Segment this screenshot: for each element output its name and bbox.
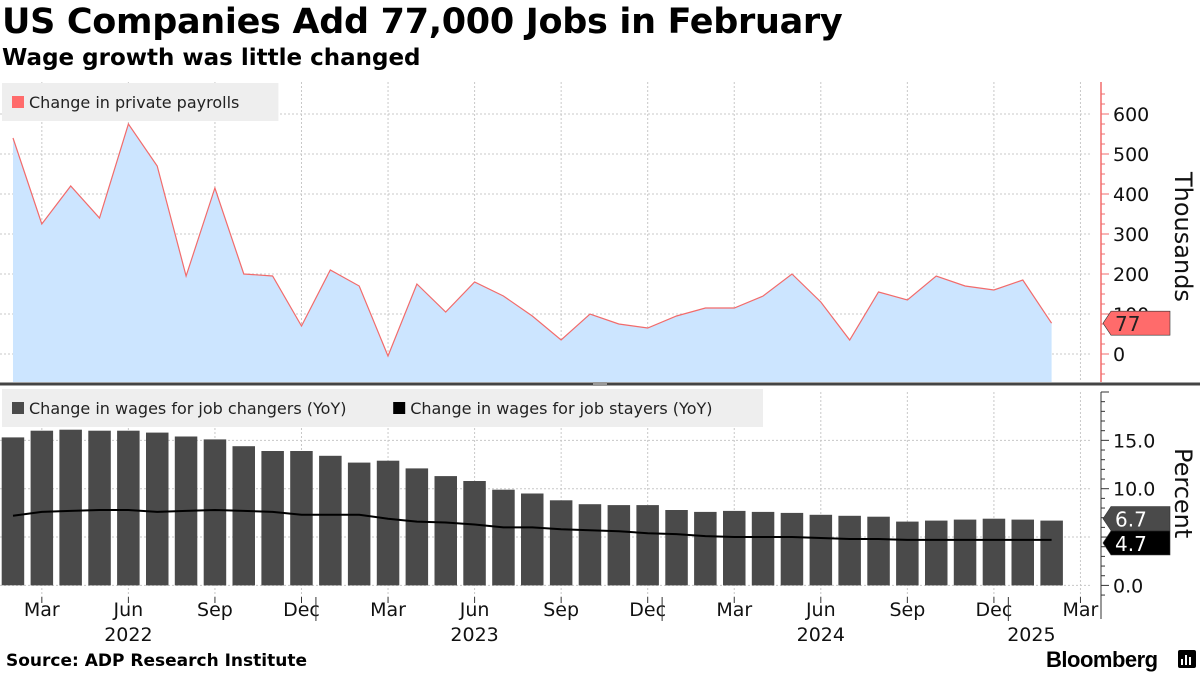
chart-subtitle: Wage growth was little changed: [2, 45, 421, 71]
changers-last-value-label: 6.7: [1115, 508, 1147, 532]
payroll-legend-swatch: [12, 96, 24, 108]
job-changers-bar: [59, 429, 82, 586]
top-y-tick-label: 0: [1113, 344, 1125, 366]
x-tick-label: Jun: [113, 599, 144, 621]
bloomberg-logo: Bloomberg: [1046, 647, 1158, 672]
bottom-y-tick-label: 15.0: [1113, 430, 1155, 452]
bottom-y-tick-label: 10.0: [1113, 479, 1155, 501]
x-tick-label: Mar: [24, 599, 60, 621]
job-changers-bar: [549, 500, 573, 586]
x-tick-label: Dec: [283, 599, 320, 621]
payroll-legend: Change in private payrolls: [2, 83, 279, 121]
job-changers-bar: [867, 516, 890, 586]
wages-legend-swatch: [393, 402, 406, 414]
top-y-tick-label: 600: [1113, 104, 1149, 126]
job-changers-bar: [30, 430, 54, 586]
wages-legend: Change in wages for job changers (YoY) Ch…: [2, 389, 763, 427]
job-changers-bar: [261, 451, 284, 586]
job-changers-bar: [117, 430, 140, 586]
job-stayers-line: [12, 508, 1052, 541]
job-changers-bar: [1, 437, 25, 586]
job-changers-bar: [290, 451, 313, 586]
wages-legend-entry: Change in wages for job changers (YoY): [29, 399, 346, 418]
payroll-legend-background: [2, 83, 279, 121]
job-changers-bar: [751, 511, 775, 586]
payroll-area: [12, 124, 1052, 382]
year-label: 2024: [797, 624, 845, 646]
stayers-last-value-tag: [1102, 530, 1171, 556]
wages-legend-swatch: [12, 402, 24, 414]
x-tick-label: Mar: [370, 599, 406, 621]
job-changers-bar: [347, 462, 371, 586]
top-y-tick-label: 400: [1113, 184, 1149, 206]
job-changers-bar: [896, 521, 919, 586]
job-changers-bar: [953, 519, 977, 586]
job-changers-bar: [723, 510, 746, 586]
job-changers-bar: [809, 514, 833, 586]
top-y-tick-label: 500: [1113, 144, 1149, 166]
chart-title: US Companies Add 77,000 Jobs in February: [2, 2, 843, 42]
job-changers-bar: [463, 481, 486, 586]
top-y-axis-title: Thousands: [1169, 171, 1197, 302]
job-changers-bar: [665, 510, 688, 586]
job-changers-bar: [434, 476, 457, 586]
job-changers-bar: [1011, 519, 1034, 586]
job-changers-bar: [521, 493, 544, 586]
x-tick-label: Dec: [629, 599, 666, 621]
x-tick-label: Mar: [716, 599, 752, 621]
wages-legend-entry: Change in wages for job stayers (YoY): [410, 399, 712, 418]
year-label: 2023: [450, 624, 498, 646]
job-changers-bar: [319, 455, 342, 586]
panel-divider-handle: [593, 382, 607, 386]
x-tick-label: Jun: [459, 599, 490, 621]
wages-legend-background: [2, 389, 763, 427]
x-tick-label: Jun: [805, 599, 836, 621]
bottom-y-tick-label: 0.0: [1113, 575, 1143, 597]
job-changers-bar: [146, 432, 169, 586]
job-changers-bar: [1040, 520, 1063, 586]
job-changers-bar: [88, 430, 111, 586]
payroll-last-value-tag: [1102, 310, 1171, 336]
job-changers-bar: [838, 515, 861, 586]
job-changers-bar: [982, 518, 1006, 586]
x-tick-label: Sep: [197, 599, 233, 621]
job-changers-bar: [405, 468, 429, 586]
bottom-y-axis-title: Percent: [1169, 448, 1197, 538]
job-changers-bar: [203, 439, 227, 586]
changers-last-value-tag: [1102, 506, 1171, 531]
job-changers-bar: [694, 511, 717, 586]
job-changers-bar: [232, 446, 255, 586]
bloomberg-terminal-icon: [1178, 650, 1196, 668]
job-changers-bar: [578, 504, 602, 586]
top-y-tick-label: 200: [1113, 264, 1149, 286]
job-changers-bar: [492, 489, 515, 586]
x-tick-label: Mar: [1063, 599, 1099, 621]
payroll-legend-entry: Change in private payrolls: [29, 93, 239, 112]
payroll-last-value-label: 77: [1115, 312, 1140, 336]
top-y-tick-label: 300: [1113, 224, 1149, 246]
year-label: 2025: [1007, 624, 1055, 646]
stayers-last-value-label: 4.7: [1115, 532, 1147, 556]
payroll-line: [12, 122, 1053, 358]
job-changers-bar: [925, 520, 948, 586]
x-tick-label: Sep: [543, 599, 579, 621]
year-label: 2022: [104, 624, 152, 646]
job-changers-bar: [636, 505, 659, 586]
job-changers-bar: [607, 505, 631, 586]
x-tick-label: Dec: [976, 599, 1013, 621]
x-tick-label: Sep: [889, 599, 925, 621]
source-note: Source: ADP Research Institute: [6, 651, 307, 671]
job-changers-bar: [376, 460, 400, 586]
job-changers-bar: [780, 512, 804, 586]
